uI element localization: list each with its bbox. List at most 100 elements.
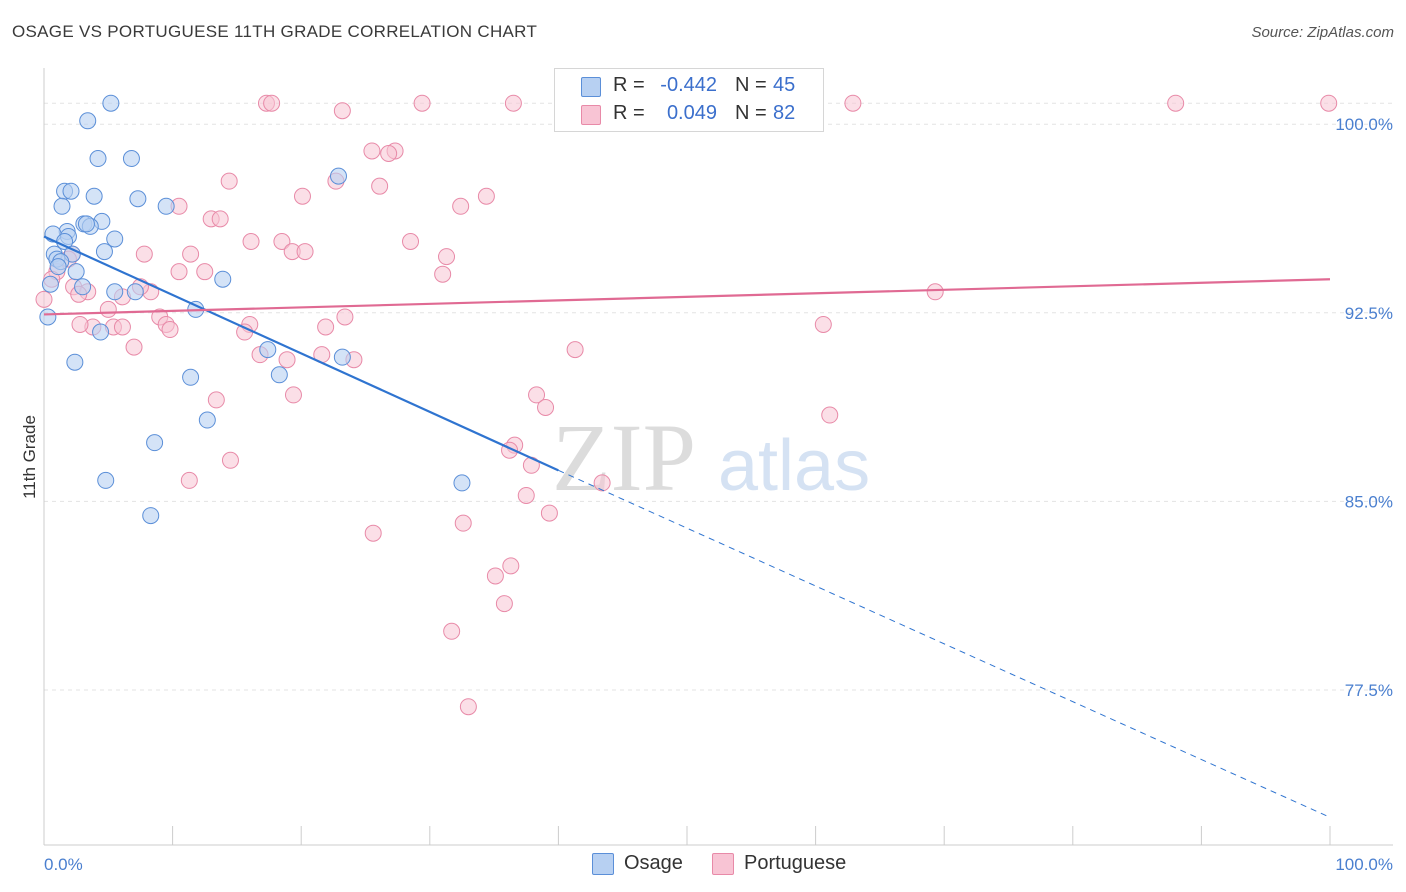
- stats-legend-portuguese: R = 0.049 N = 82: [555, 100, 823, 128]
- osage-point: [53, 197, 71, 215]
- portuguese-point: [371, 177, 389, 195]
- osage-point: [102, 94, 120, 112]
- portuguese-point: [926, 283, 944, 301]
- portuguese-point: [211, 210, 229, 228]
- portuguese-point: [438, 248, 456, 266]
- r-label: R =: [613, 102, 645, 124]
- y-tick-label: 92.5%: [1345, 304, 1393, 323]
- osage-point: [453, 474, 471, 492]
- portuguese-point: [336, 308, 354, 326]
- portuguese-point: [207, 391, 225, 409]
- portuguese-point: [1167, 94, 1185, 112]
- n-value: 82: [773, 102, 796, 124]
- y-tick-label: 77.5%: [1345, 681, 1393, 700]
- portuguese-point: [293, 187, 311, 205]
- watermark: ZIP atlas: [552, 404, 870, 511]
- portuguese-point: [540, 504, 558, 522]
- portuguese-point: [566, 341, 584, 359]
- osage-point: [106, 283, 124, 301]
- portuguese-point: [413, 94, 431, 112]
- portuguese-point: [273, 233, 291, 251]
- r-label: R =: [613, 74, 645, 96]
- portuguese-point: [814, 315, 832, 333]
- portuguese-point: [125, 338, 143, 356]
- portuguese-point: [452, 197, 470, 215]
- portuguese-point: [263, 94, 281, 112]
- osage-points: [39, 94, 471, 525]
- portuguese-point: [402, 233, 420, 251]
- portuguese-point: [333, 102, 351, 120]
- portuguese-point: [278, 351, 296, 369]
- portuguese-point: [99, 300, 117, 318]
- portuguese-point: [459, 698, 477, 716]
- watermark-atlas: atlas: [718, 426, 870, 506]
- portuguese-point: [170, 263, 188, 281]
- portuguese-point: [364, 524, 382, 542]
- portuguese-point: [161, 321, 179, 339]
- osage-point: [92, 323, 110, 341]
- watermark-zip: ZIP: [552, 404, 696, 511]
- y-tick-labels: 100.0% 92.5% 85.0% 77.5%: [1335, 115, 1393, 700]
- portuguese-point: [486, 567, 504, 585]
- portuguese-point: [821, 406, 839, 424]
- osage-point: [146, 434, 164, 452]
- portuguese-point: [380, 144, 398, 162]
- portuguese-point: [242, 233, 260, 251]
- y-tick-label: 100.0%: [1335, 115, 1393, 134]
- portuguese-point: [296, 243, 314, 261]
- osage-point: [77, 215, 95, 233]
- osage-point: [182, 368, 200, 386]
- osage-point: [49, 258, 67, 276]
- portuguese-point: [182, 245, 200, 263]
- trend-lines: [43, 235, 1331, 818]
- portuguese-point: [528, 386, 546, 404]
- portuguese-point: [236, 323, 254, 341]
- portuguese-point: [495, 595, 513, 613]
- osage-point: [157, 197, 175, 215]
- legend-label-portuguese: Portuguese: [744, 852, 847, 874]
- osage-point: [198, 411, 216, 429]
- n-label: N =: [735, 74, 767, 96]
- legend-label-osage: Osage: [624, 852, 683, 874]
- portuguese-point: [113, 318, 131, 336]
- portuguese-point: [284, 386, 302, 404]
- portuguese-point: [220, 172, 238, 190]
- grid-layer: [44, 102, 1393, 691]
- osage-point: [129, 190, 147, 208]
- osage-point: [329, 167, 347, 185]
- portuguese-point: [593, 474, 611, 492]
- chart-title: OSAGE VS PORTUGUESE 11TH GRADE CORRELATI…: [12, 22, 538, 41]
- osage-point: [126, 283, 144, 301]
- portuguese-point: [454, 514, 472, 532]
- osage-point: [66, 353, 84, 371]
- n-label: N =: [735, 102, 767, 124]
- portuguese-point: [502, 557, 520, 575]
- portuguese-point: [537, 398, 555, 416]
- osage-point: [39, 308, 57, 326]
- portuguese-point: [477, 187, 495, 205]
- osage-point: [142, 507, 160, 525]
- osage-trend-extension: [558, 469, 1331, 818]
- y-axis-label: 11th Grade: [20, 415, 39, 499]
- portuguese-point: [434, 265, 452, 283]
- portuguese-point: [180, 471, 198, 489]
- portuguese-point: [317, 318, 335, 336]
- source-credit: Source: ZipAtlas.com: [1251, 24, 1394, 41]
- osage-point: [97, 471, 115, 489]
- portuguese-point: [221, 451, 239, 469]
- portuguese-point: [443, 622, 461, 640]
- series-legend: Osage Portuguese: [0, 852, 1406, 878]
- portuguese-point: [135, 245, 153, 263]
- portuguese-swatch-icon: [712, 853, 734, 875]
- portuguese-point: [363, 142, 381, 160]
- portuguese-point: [1320, 94, 1338, 112]
- osage-swatch-icon: [592, 853, 614, 875]
- r-value: -0.442: [660, 74, 717, 96]
- osage-point: [122, 150, 140, 168]
- portuguese-point: [504, 94, 522, 112]
- portuguese-points: [35, 94, 1338, 716]
- osage-point: [67, 263, 85, 281]
- osage-point: [95, 243, 113, 261]
- stats-legend: R = -0.442 N = 45 R = 0.049 N = 82: [554, 68, 824, 132]
